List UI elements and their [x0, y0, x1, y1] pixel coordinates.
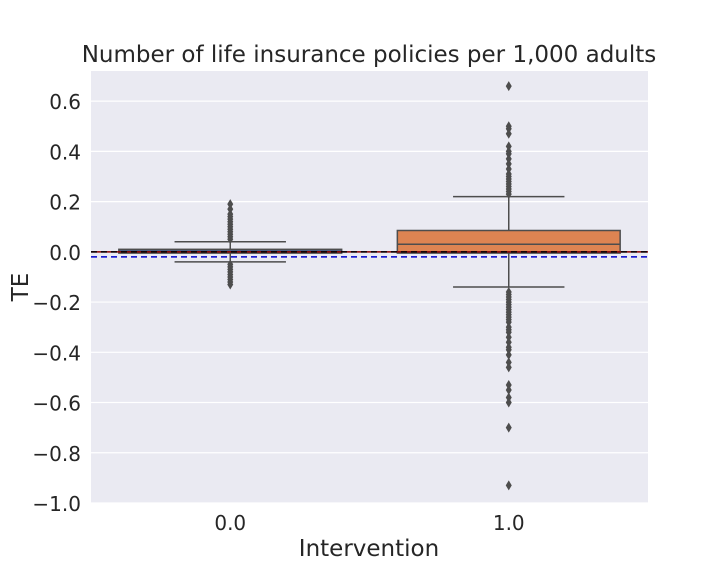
outlier-point [505, 128, 512, 139]
y-axis-label: TE [8, 273, 34, 303]
outlier-point [505, 397, 512, 408]
outlier-point [505, 327, 512, 338]
outlier-point [505, 384, 512, 395]
outlier-point [505, 344, 512, 355]
outlier-point [505, 357, 512, 368]
outlier-point [505, 349, 512, 360]
y-tick-label: −0.2 [32, 291, 81, 315]
x-axis-label: Intervention [299, 536, 439, 562]
y-tick-label: 0.4 [49, 140, 81, 164]
y-tick-label: −1.0 [32, 492, 81, 516]
x-tick-labels: 0.0 1.0 [214, 511, 524, 535]
outlier-point [505, 392, 512, 403]
outlier-point [227, 279, 234, 290]
outlier-point [505, 362, 512, 373]
y-tick-labels: −1.0 −0.8 −0.6 −0.4 −0.2 0.0 0.2 0.4 0.6 [32, 90, 81, 516]
outlier-point [505, 123, 512, 134]
outlier-point [227, 234, 234, 245]
boxes-layer [118, 81, 621, 491]
box-iqr [396, 229, 621, 254]
outlier-point [227, 204, 234, 215]
outlier-point [505, 317, 512, 328]
y-tick-label: 0.2 [49, 191, 81, 215]
outlier-point [505, 422, 512, 433]
outlier-point [505, 379, 512, 390]
outlier-point [505, 332, 512, 343]
x-tick-label: 0.0 [214, 511, 246, 535]
outlier-point [505, 163, 512, 174]
outlier-point [505, 158, 512, 169]
y-tick-label: 0.6 [49, 90, 81, 114]
y-tick-label: −0.8 [32, 442, 81, 466]
y-tick-label: 0.0 [49, 241, 81, 265]
y-tick-label: −0.6 [32, 392, 81, 416]
outlier-point [505, 189, 512, 200]
reference-lines [91, 251, 648, 258]
outlier-point [505, 148, 512, 159]
outlier-point [505, 153, 512, 164]
y-tick-label: −0.4 [32, 341, 81, 365]
outlier-point [505, 480, 512, 491]
outlier-point [505, 141, 512, 152]
x-tick-label: 1.0 [493, 511, 525, 535]
box-group [396, 81, 621, 491]
outlier-point [505, 81, 512, 92]
outlier-point [227, 199, 234, 210]
chart-title: Number of life insurance policies per 1,… [82, 42, 657, 68]
outlier-point [505, 337, 512, 348]
